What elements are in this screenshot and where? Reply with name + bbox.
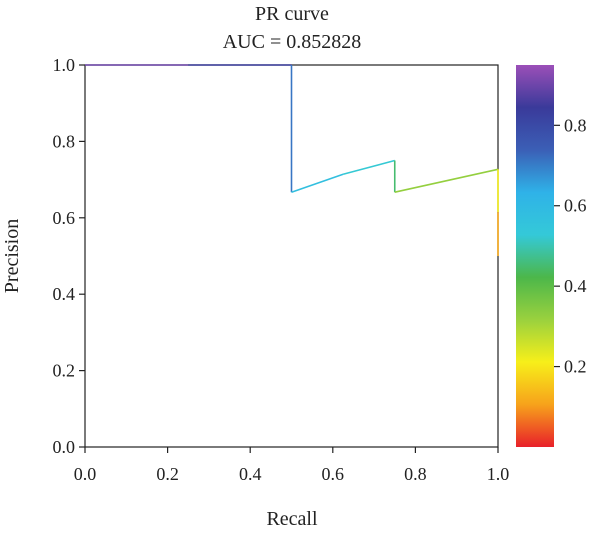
y-tick-label: 0.8 [53, 131, 76, 151]
colorbar-tick-label: 0.6 [564, 196, 587, 216]
curve-segment [291, 173, 344, 193]
y-axis-label: Precision [1, 219, 23, 293]
y-axis-ticks: 0.0 0.2 0.4 0.6 0.8 1.0 [53, 55, 85, 457]
y-tick-label: 0.4 [53, 284, 76, 304]
x-tick-label: 0.0 [74, 464, 97, 484]
x-axis-ticks: 0.0 0.2 0.4 0.6 0.8 1.0 [74, 447, 510, 484]
curve-segment [342, 159, 395, 176]
colorbar-ticks: 0.2 0.4 0.6 0.8 [554, 115, 587, 377]
y-tick-label: 1.0 [53, 55, 76, 75]
y-tick-label: 0.0 [53, 437, 76, 457]
y-tick-label: 0.2 [53, 361, 76, 381]
colorbar-tick-label: 0.8 [564, 115, 587, 135]
x-tick-label: 0.2 [156, 464, 179, 484]
chart-title-group: PR curve AUC = 0.852828 [223, 3, 362, 53]
chart-title: PR curve [255, 3, 329, 25]
colorbar-tick-label: 0.4 [564, 276, 587, 296]
x-tick-label: 0.6 [322, 464, 345, 484]
x-tick-label: 1.0 [487, 464, 510, 484]
x-tick-label: 0.8 [404, 464, 427, 484]
colorbar [516, 65, 554, 447]
colorbar-tick-label: 0.2 [564, 357, 587, 377]
curve-segment [394, 168, 499, 193]
curve-layer [85, 64, 499, 256]
x-tick-label: 0.4 [239, 464, 262, 484]
x-axis-label: Recall [266, 508, 318, 530]
y-tick-label: 0.6 [53, 208, 76, 228]
chart-subtitle: AUC = 0.852828 [223, 31, 362, 53]
